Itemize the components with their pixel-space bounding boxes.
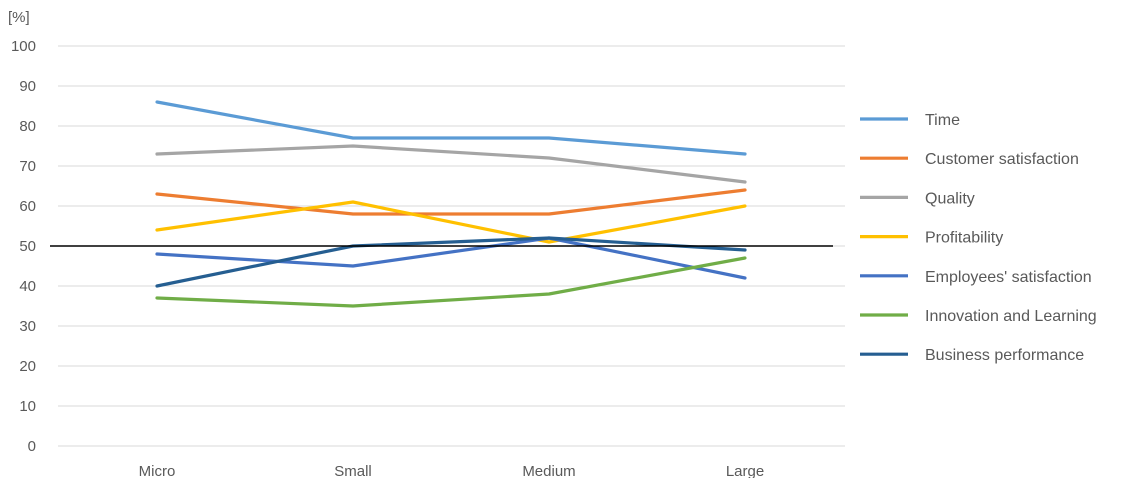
x-tick-label: Small (334, 463, 372, 478)
y-tick-label: 90 (19, 78, 36, 95)
series-line-6 (155, 236, 747, 288)
y-tick-label: 10 (19, 398, 36, 415)
legend-label: Quality (925, 190, 975, 207)
y-tick-label: 40 (19, 278, 36, 295)
series-line-2 (155, 144, 747, 184)
legend-label: Customer satisfaction (925, 151, 1079, 168)
series-line-5 (155, 256, 747, 308)
y-tick-label: 20 (19, 358, 36, 375)
y-tick-label: 30 (19, 318, 36, 335)
series-line-0 (155, 100, 747, 156)
legend-label: Employees' satisfaction (925, 269, 1092, 286)
series-line-3 (155, 200, 747, 244)
x-tick-label: Micro (139, 463, 176, 478)
y-tick-label: 70 (19, 158, 36, 175)
legend-label: Innovation and Learning (925, 308, 1097, 325)
legend: Time Customer satisfaction Quality Profitab… (860, 112, 1097, 364)
y-axis-label: [%] (8, 9, 30, 26)
y-tick-label: 100 (11, 38, 36, 55)
series-line-4 (155, 236, 747, 280)
legend-label: Profitability (925, 230, 1003, 247)
y-tick-label: 60 (19, 198, 36, 215)
x-axis-tick-labels: Micro Small Medium Large (139, 463, 765, 478)
y-tick-label: 0 (28, 438, 36, 455)
legend-label: Time (925, 112, 960, 129)
y-tick-label: 80 (19, 118, 36, 135)
legend-label: Business performance (925, 347, 1084, 364)
series-line-1 (155, 188, 747, 216)
series-lines (155, 100, 747, 308)
x-tick-label: Medium (522, 463, 575, 478)
y-tick-label: 50 (19, 238, 36, 255)
x-tick-label: Large (726, 463, 764, 478)
y-axis-tick-labels: 0 10 20 30 40 50 60 70 80 90 100 (11, 38, 36, 455)
